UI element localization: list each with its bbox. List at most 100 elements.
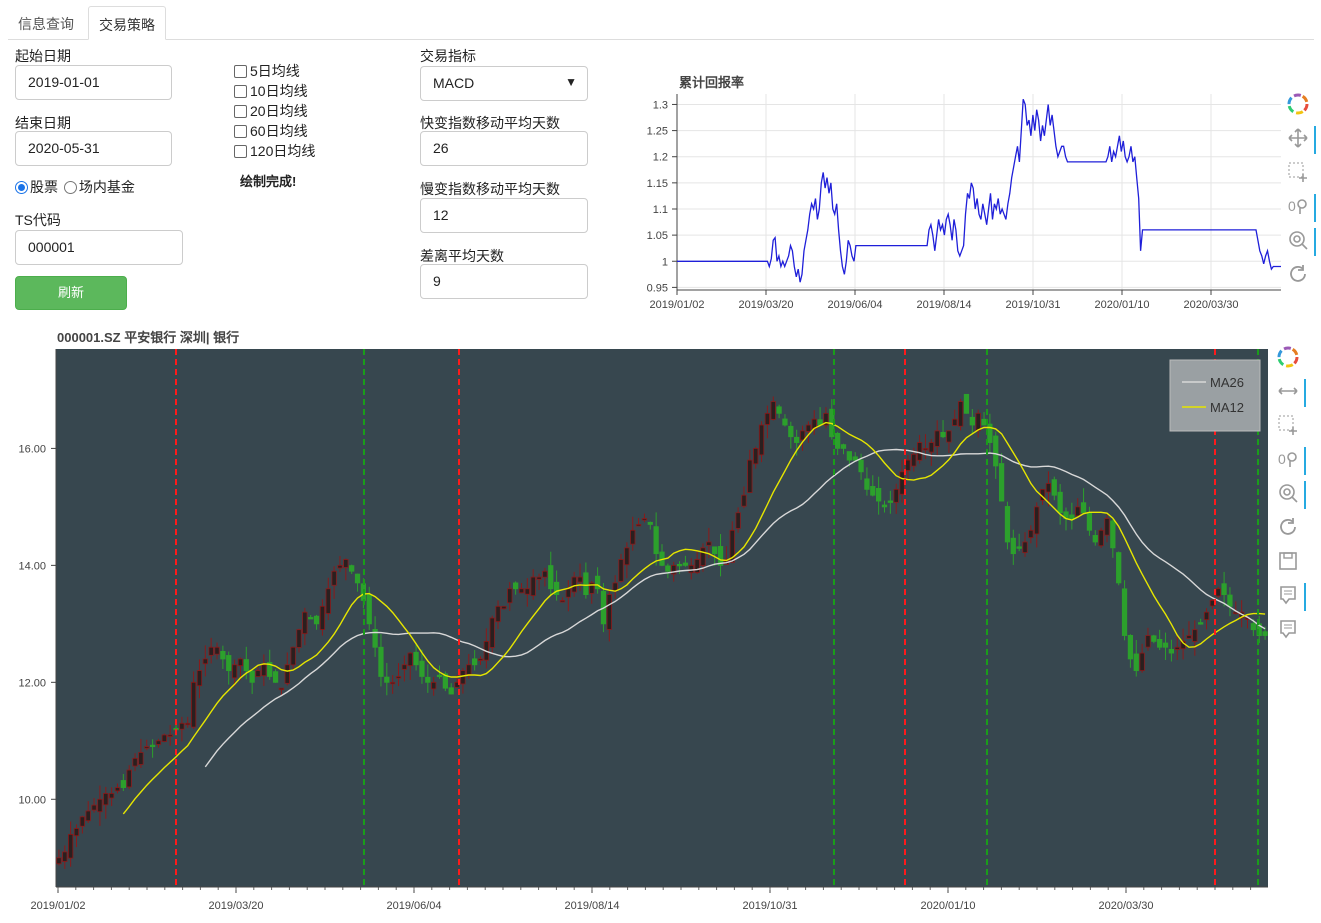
ma26-line (204, 448, 1266, 768)
candle-body (243, 659, 249, 672)
candle-body (62, 851, 68, 862)
tab-trading-strategy[interactable]: 交易策略 (88, 6, 166, 40)
candle-body (694, 559, 700, 574)
candle-body (460, 670, 466, 685)
wheel-zoom-alt-icon[interactable] (1286, 228, 1316, 256)
candle-body (114, 787, 121, 792)
candle-body (97, 798, 103, 813)
candle-body (302, 611, 308, 635)
candle-body (401, 664, 408, 670)
hover-icon[interactable] (1276, 583, 1306, 611)
return-x-tick-label: 2019/06/04 (827, 299, 882, 311)
radio-stock[interactable]: 股票 (15, 179, 58, 195)
price-chart[interactable]: 10.00 12.00 14.00 16.00 2019/01/02 2019/03/20… (0, 345, 1275, 920)
return-y-tick-label: 1.1 (653, 204, 668, 216)
hover-icon[interactable] (1276, 617, 1300, 641)
pan-icon[interactable] (1286, 126, 1316, 154)
candle-body (975, 412, 981, 431)
candle-body (155, 740, 162, 745)
candle-body (530, 576, 536, 597)
candle-body (149, 744, 156, 748)
indicator-select[interactable]: MACD ▼ (420, 66, 588, 101)
candle-body (887, 500, 893, 503)
candle-body (1139, 652, 1145, 672)
checkbox-ma60[interactable]: 60日均线 (234, 121, 315, 141)
candle-body (794, 436, 800, 443)
checkbox-ma20[interactable]: 20日均线 (234, 101, 315, 121)
legend-label-ma26: MA26 (1210, 375, 1244, 390)
candle-body (840, 444, 847, 449)
candle-body (1104, 518, 1110, 536)
candle-body (68, 833, 74, 859)
candle-body (278, 687, 285, 691)
candle-body (138, 752, 144, 765)
bokeh-logo-icon[interactable] (1276, 345, 1300, 369)
candle-body (858, 459, 864, 473)
candle-body (1098, 529, 1104, 547)
candle-body (764, 412, 771, 425)
candle-body (1198, 622, 1204, 625)
candle-body (267, 662, 273, 677)
candle-body (1016, 546, 1022, 549)
end-date-input[interactable]: 2020-05-31 (15, 131, 172, 166)
start-date-input[interactable]: 2019-01-01 (15, 65, 172, 100)
price-x-tick-label: 2019/10/31 (742, 900, 797, 912)
candle-body (1221, 583, 1227, 596)
tab-info-query[interactable]: 信息查询 (18, 16, 74, 32)
candle-body (319, 605, 326, 630)
checkbox-ma120[interactable]: 120日均线 (234, 141, 315, 161)
start-date-label: 起始日期 (15, 48, 71, 64)
candle-body (881, 504, 888, 508)
signal-input[interactable]: 9 (420, 264, 588, 299)
candle-body (635, 524, 642, 527)
candle-body (998, 463, 1005, 502)
bokeh-logo-icon[interactable] (1286, 92, 1310, 116)
refresh-button[interactable]: 刷新 (15, 276, 127, 310)
return-chart[interactable]: 2019/01/02 2019/03/20 2019/06/04 2019/08/14… (620, 88, 1285, 318)
box-zoom-icon[interactable] (1286, 160, 1310, 184)
price-x-tick-label: 2020/03/30 (1098, 900, 1153, 912)
reset-icon[interactable] (1286, 262, 1310, 286)
candle-body (448, 687, 454, 695)
save-icon[interactable] (1276, 549, 1300, 573)
radio-fund[interactable]: 场内基金 (63, 179, 135, 195)
candle-body (624, 547, 630, 566)
status-text: 绘制完成! (240, 174, 297, 189)
candle-body (91, 804, 97, 811)
wheel-zoom-icon[interactable]: 0 (1286, 194, 1316, 222)
candle-body (548, 565, 554, 590)
wheel-zoom-icon[interactable]: 0 (1276, 447, 1306, 475)
candle-body (395, 676, 402, 679)
checkbox-icon (234, 125, 247, 138)
slow-ema-input[interactable]: 12 (420, 198, 588, 233)
checkbox-ma10[interactable]: 10日均线 (234, 81, 315, 101)
candle-body (565, 588, 571, 598)
ts-code-input[interactable]: 000001 (15, 230, 183, 265)
checkbox-icon (234, 105, 247, 118)
candle-body (477, 658, 484, 661)
candle-body (354, 573, 361, 584)
candle-body (741, 494, 747, 507)
checkbox-ma5[interactable]: 5日均线 (234, 61, 315, 81)
candle-body (407, 652, 413, 667)
candle-body (1004, 506, 1011, 543)
fast-ema-input[interactable]: 26 (420, 131, 588, 166)
candle-body (208, 646, 214, 656)
candle-body (1075, 506, 1081, 517)
candle-body (1151, 635, 1157, 642)
candle-body (1145, 635, 1151, 648)
svg-text:0: 0 (1288, 198, 1296, 214)
candle-body (536, 576, 542, 580)
candle-body (202, 658, 208, 665)
candle-body (1250, 623, 1256, 631)
candle-body (73, 828, 80, 837)
box-zoom-icon[interactable] (1276, 413, 1300, 437)
candle-body (776, 406, 782, 414)
candle-body (1256, 623, 1262, 636)
price-y-tick-label: 16.00 (18, 443, 46, 455)
x-pan-icon[interactable] (1276, 379, 1306, 407)
reset-icon[interactable] (1276, 515, 1300, 539)
candle-body (196, 670, 203, 687)
wheel-zoom-alt-icon[interactable] (1276, 481, 1306, 509)
candle-body (729, 529, 735, 563)
